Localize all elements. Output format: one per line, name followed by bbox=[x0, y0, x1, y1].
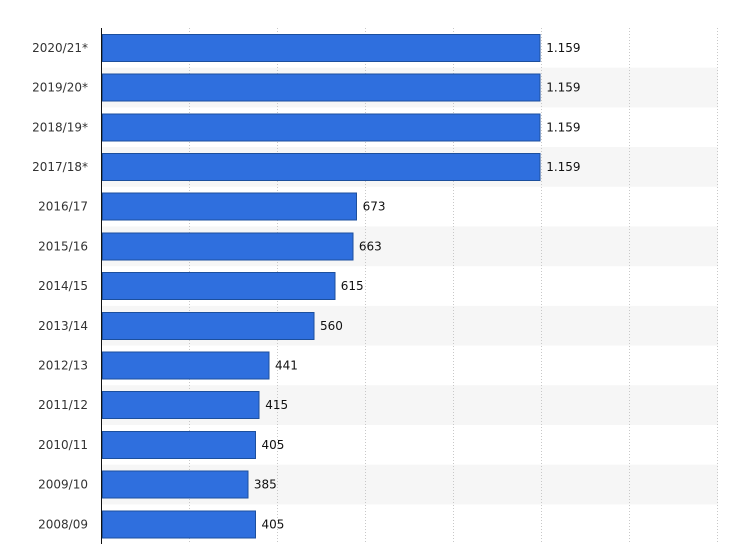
data-label: 560 bbox=[320, 319, 343, 333]
bar bbox=[102, 391, 260, 420]
data-label: 1.159 bbox=[546, 41, 580, 55]
bar bbox=[102, 113, 541, 142]
bar bbox=[102, 73, 541, 102]
bar bbox=[102, 351, 270, 380]
bar bbox=[102, 232, 354, 261]
category-label: 2016/17 bbox=[38, 200, 88, 214]
data-label: 441 bbox=[275, 358, 298, 372]
data-label: 1.159 bbox=[546, 120, 580, 134]
bar bbox=[102, 311, 315, 340]
data-label: 615 bbox=[341, 279, 364, 293]
category-label: 2018/19* bbox=[32, 120, 88, 134]
category-label: 2014/15 bbox=[38, 279, 88, 293]
bar bbox=[102, 192, 358, 221]
data-label: 405 bbox=[261, 517, 284, 531]
category-label: 2010/11 bbox=[38, 438, 88, 452]
data-label: 415 bbox=[265, 398, 288, 412]
category-label: 2017/18* bbox=[32, 160, 88, 174]
bar bbox=[102, 272, 336, 301]
category-label: 2015/16 bbox=[38, 239, 88, 253]
category-label: 2011/12 bbox=[38, 398, 88, 412]
category-label: 2008/09 bbox=[38, 517, 88, 531]
bar bbox=[102, 470, 249, 499]
data-label: 673 bbox=[363, 200, 386, 214]
data-label: 663 bbox=[359, 239, 382, 253]
category-label: 2009/10 bbox=[38, 478, 88, 492]
category-label: 2019/20* bbox=[32, 81, 88, 95]
bar bbox=[102, 510, 256, 539]
data-label: 385 bbox=[254, 478, 277, 492]
data-label: 1.159 bbox=[546, 81, 580, 95]
category-label: 2013/14 bbox=[38, 319, 88, 333]
data-label: 405 bbox=[261, 438, 284, 452]
bar bbox=[102, 33, 541, 62]
data-label: 1.159 bbox=[546, 160, 580, 174]
category-label: 2020/21* bbox=[32, 41, 88, 55]
bar bbox=[102, 430, 256, 459]
category-label: 2012/13 bbox=[38, 358, 88, 372]
bar bbox=[102, 152, 541, 181]
